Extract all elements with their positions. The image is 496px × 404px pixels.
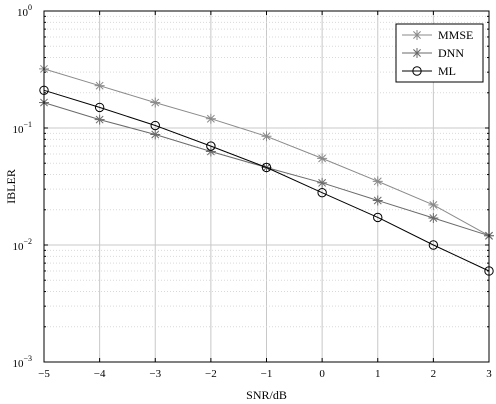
data-point-ml <box>373 212 383 223</box>
data-point-mmse <box>205 113 216 124</box>
x-tick-label: −4 <box>94 368 106 380</box>
data-point-ml <box>317 187 327 198</box>
legend-label-ml: ML <box>438 64 456 78</box>
data-point-dnn <box>94 114 105 125</box>
data-point-ml <box>94 102 105 113</box>
y-tick-label: 10−2 <box>12 237 32 253</box>
legend-marker-ml <box>412 66 422 76</box>
x-tick-label: −2 <box>205 368 217 380</box>
data-point-dnn <box>205 146 216 157</box>
data-point-dnn <box>317 177 328 188</box>
data-point-ml <box>261 162 272 173</box>
data-point-ml <box>150 120 160 131</box>
x-tick-label: −5 <box>38 368 50 380</box>
legend-label-mmse: MMSE <box>438 28 473 42</box>
legend: MMSE DNN ML <box>395 23 484 83</box>
data-point-mmse <box>261 131 272 142</box>
y-tick-label: 100 <box>17 3 32 19</box>
series-ml <box>39 85 494 276</box>
data-point-ml <box>206 141 216 151</box>
y-axis-label: IBLER <box>4 169 18 204</box>
x-tick-label: 2 <box>431 368 437 380</box>
data-point-ml <box>428 240 439 250</box>
legend-label-dnn: DNN <box>438 46 464 60</box>
series-mmse <box>39 63 494 241</box>
data-point-mmse <box>94 80 105 91</box>
x-tick-label: −1 <box>261 368 273 380</box>
legend-item-ml: ML <box>402 64 456 78</box>
x-tick-label: 0 <box>319 368 325 380</box>
data-point-dnn <box>428 213 439 224</box>
series-layer <box>39 63 494 276</box>
legend-marker-dnn <box>412 48 422 58</box>
data-point-dnn <box>372 195 383 206</box>
x-tick-label: 3 <box>486 368 492 380</box>
data-point-mmse <box>150 97 161 108</box>
legend-item-dnn: DNN <box>402 46 464 60</box>
data-point-mmse <box>428 199 439 210</box>
ticks: −5 −4 −3 −2 −1 0 1 2 3 100 10−1 10−2 10−3 <box>12 3 492 380</box>
x-tick-label: 1 <box>375 368 381 380</box>
series-line-ml <box>43 89 490 272</box>
data-point-dnn <box>150 129 161 140</box>
legend-item-mmse: MMSE <box>402 28 473 42</box>
x-tick-label: −3 <box>149 368 161 380</box>
x-axis-label: SNR/dB <box>246 388 287 402</box>
data-point-mmse <box>317 153 328 164</box>
y-tick-label: 10−3 <box>12 354 32 370</box>
y-tick-label: 10−1 <box>12 120 32 136</box>
data-point-mmse <box>372 176 383 187</box>
legend-marker-mmse <box>412 30 422 40</box>
